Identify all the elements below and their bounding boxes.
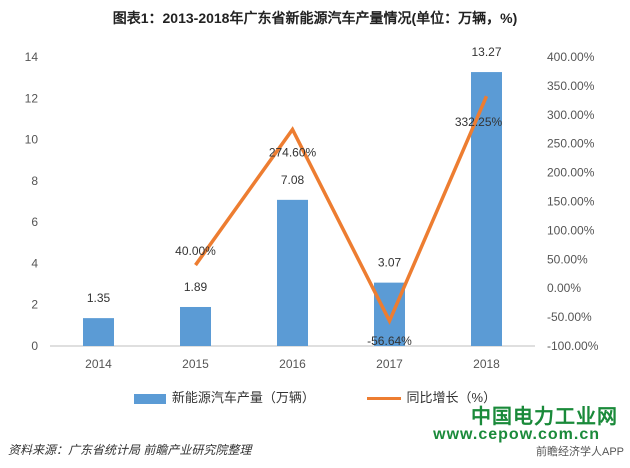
line-value-label: 274.60% xyxy=(269,145,317,159)
bar-production xyxy=(471,72,502,347)
bar-value-label: 1.35 xyxy=(87,291,111,305)
bar-production xyxy=(83,318,114,346)
legend-item-production: 新能源汽车产量（万辆） xyxy=(133,387,315,406)
x-tick-label: 2015 xyxy=(182,357,209,371)
y-left-tick-label: 0 xyxy=(31,339,38,353)
y-right-tick-label: 250.00% xyxy=(547,137,595,151)
chart-title: 图表1：2013-2018年广东省新能源汽车产量情况(单位：万辆，%) xyxy=(112,10,518,26)
line-growth xyxy=(194,95,489,326)
y-left-tick-label: 6 xyxy=(31,215,38,229)
legend-swatch-line xyxy=(366,397,401,401)
watermark-url: www.cepow.com.cn xyxy=(433,426,600,443)
bar-value-label: 1.89 xyxy=(184,280,208,294)
chart-axes: 0 2 4 6 8 10 12 14 -100.00% -50.00% 0.00% 50.00% 100… xyxy=(25,50,599,371)
legend-label-production: 新能源汽车产量（万辆） xyxy=(171,390,315,405)
y-right-tick-label: 50.00% xyxy=(547,252,588,266)
y-left-tick-label: 12 xyxy=(25,91,39,105)
bar-production xyxy=(180,306,211,346)
line-value-label: 332.25% xyxy=(455,115,503,129)
y-left-tick-label: 8 xyxy=(31,174,38,188)
bar-production xyxy=(277,199,308,346)
legend-swatch-bar xyxy=(133,393,166,404)
y-left-tick-label: 4 xyxy=(31,256,38,270)
x-tick-label: 2017 xyxy=(376,357,403,371)
x-tick-label: 2018 xyxy=(473,357,500,371)
line-value-label: 40.00% xyxy=(175,244,216,258)
bar-value-label: 13.27 xyxy=(471,45,501,59)
y-left-tick-label: 14 xyxy=(25,50,39,64)
data-labels: 1.35 1.89 7.08 3.07 13.27 40.00% 274.60% -56.64… xyxy=(87,45,503,348)
y-right-tick-label: 100.00% xyxy=(547,223,595,237)
app-tag: 前瞻经济学人APP xyxy=(535,446,624,458)
watermark-brand: 中国电力工业网 xyxy=(471,406,618,428)
x-tick-label: 2014 xyxy=(85,357,112,371)
y-right-tick-label: 200.00% xyxy=(547,166,595,180)
y-right-tick-label: 300.00% xyxy=(547,108,595,122)
line-value-label: -56.64% xyxy=(367,334,412,348)
y-left-tick-label: 2 xyxy=(31,298,38,312)
legend-label-growth: 同比增长（%） xyxy=(406,390,497,405)
y-right-tick-label: 150.00% xyxy=(547,195,595,209)
y-right-tick-label: -100.00% xyxy=(547,339,599,353)
bar-value-label: 7.08 xyxy=(281,173,305,187)
legend-item-growth: 同比增长（%） xyxy=(366,387,497,406)
chart-legend: 新能源汽车产量（万辆） 同比增长（%） xyxy=(0,387,630,406)
bar-value-label: 3.07 xyxy=(378,256,402,270)
source-note: 资料来源：广东省统计局 前瞻产业研究院整理 xyxy=(8,443,252,457)
y-right-tick-label: -50.00% xyxy=(547,310,592,324)
x-tick-label: 2016 xyxy=(279,357,306,371)
y-right-tick-label: 0.00% xyxy=(547,281,581,295)
line-series xyxy=(194,95,489,326)
y-right-tick-label: 400.00% xyxy=(547,50,595,64)
y-right-tick-label: 350.00% xyxy=(547,79,595,93)
y-left-tick-label: 10 xyxy=(25,133,39,147)
